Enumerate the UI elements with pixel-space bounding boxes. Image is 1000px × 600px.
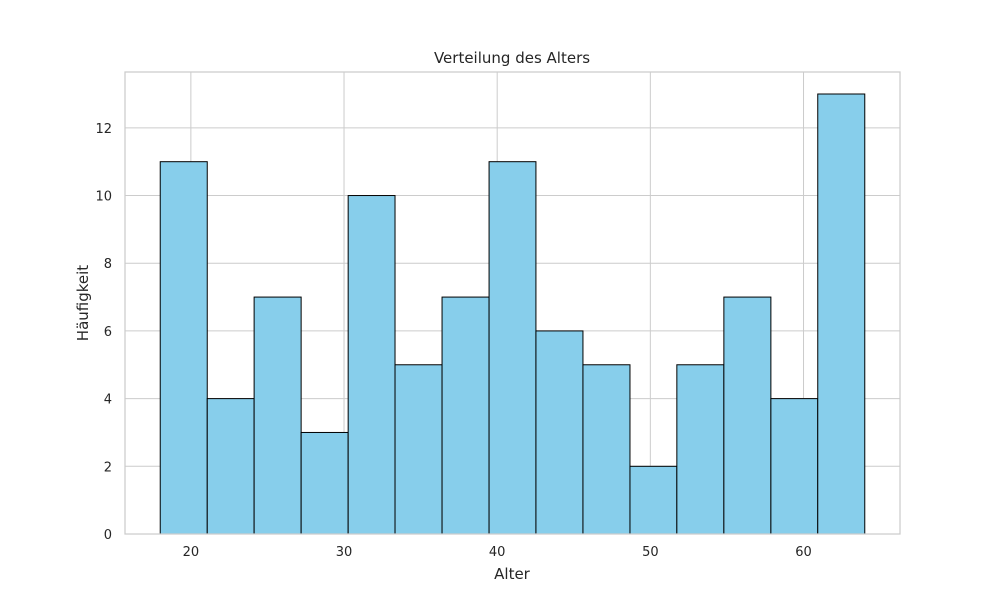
histogram-bar-4 [347,195,396,535]
x-axis-label: Alter [494,565,531,583]
chart-title: Verteilung des Alters [434,49,590,67]
histogram-bar-2 [253,296,302,535]
x-tick-labels: 20 30 40 50 60 [183,545,812,560]
x-tick-label-3: 50 [642,545,659,560]
y-axis-label: Häufigkeit [74,265,92,341]
histogram-bar-6 [441,296,490,535]
y-tick-labels: 0 2 4 6 8 10 12 [95,122,112,543]
y-tick-label-1: 2 [104,460,112,475]
y-tick-label-3: 6 [104,325,112,340]
bars [159,93,866,535]
histogram-bar-10 [629,465,678,535]
x-tick-label-0: 20 [183,545,200,560]
histogram-bar-7 [488,161,537,535]
histogram-bar-11 [676,364,725,535]
y-tick-label-5: 10 [95,190,112,205]
histogram-bar-13 [770,398,819,535]
x-tick-label-4: 60 [795,545,812,560]
histogram-bar-14 [817,93,866,535]
histogram-bar-5 [394,364,443,535]
x-tick-label-1: 30 [336,545,353,560]
histogram-bar-1 [206,398,255,535]
y-tick-label-6: 12 [95,122,112,137]
y-tick-label-2: 4 [104,393,112,408]
histogram-bar-8 [535,330,584,535]
plot-frame [124,71,901,535]
x-tick-label-2: 40 [489,545,506,560]
histogram-bar-3 [300,431,349,535]
y-tick-label-0: 0 [104,528,112,543]
histogram-bar-12 [723,296,772,535]
y-tick-label-4: 8 [104,257,112,272]
histogram-bar-0 [159,161,208,535]
histogram-bar-9 [582,364,631,535]
